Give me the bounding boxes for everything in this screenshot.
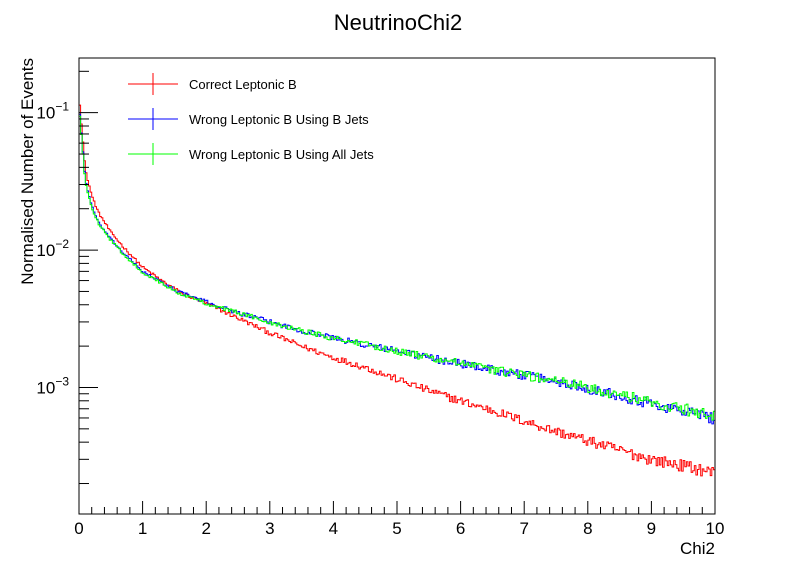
x-tick-label: 2 xyxy=(201,519,210,538)
x-tick-label: 0 xyxy=(74,519,83,538)
series-line-3 xyxy=(79,115,715,421)
x-tick-label: 5 xyxy=(392,519,401,538)
x-tick-label: 1 xyxy=(138,519,147,538)
legend-label: Wrong Leptonic B Using All Jets xyxy=(189,147,374,162)
legend-entry: Wrong Leptonic B Using All Jets xyxy=(128,143,374,165)
legend: Correct Leptonic B Wrong Leptonic B Using… xyxy=(128,73,374,165)
x-tick-label: 4 xyxy=(329,519,338,538)
legend-label: Wrong Leptonic B Using B Jets xyxy=(189,112,369,127)
y-tick-label: 10−1 xyxy=(36,100,69,123)
x-tick-label: 7 xyxy=(519,519,528,538)
y-tick-label: 10−2 xyxy=(36,237,69,260)
y-axis-label: Normalised Number of Events xyxy=(18,58,37,285)
x-tick-label: 3 xyxy=(265,519,274,538)
legend-label: Correct Leptonic B xyxy=(189,77,297,92)
x-tick-label: 6 xyxy=(456,519,465,538)
legend-entry: Wrong Leptonic B Using B Jets xyxy=(128,108,369,130)
x-tick-label: 9 xyxy=(647,519,656,538)
chart-title: NeutrinoChi2 xyxy=(334,10,462,35)
y-tick-label: 10−3 xyxy=(36,374,69,397)
axes-layer: 0 1 2 3 4 5 6 7 8 9 10 10−1 10−2 10−3 xyxy=(36,70,725,538)
x-tick-label: 8 xyxy=(583,519,592,538)
legend-entry: Correct Leptonic B xyxy=(128,73,297,95)
series-layer xyxy=(79,104,715,477)
x-tick-label: 10 xyxy=(706,519,725,538)
x-axis-label: Chi2 xyxy=(680,539,715,558)
